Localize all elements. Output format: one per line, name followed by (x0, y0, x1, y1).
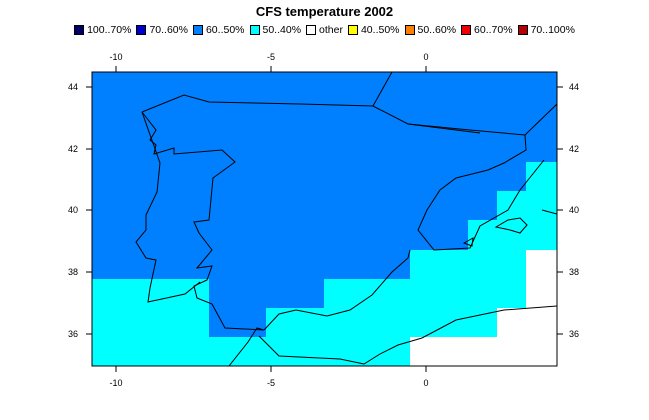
legend-swatch (306, 25, 317, 35)
y-tick-label-right: 38 (569, 267, 579, 277)
legend-item-other: other (306, 24, 343, 36)
y-tick-label-right: 44 (569, 82, 579, 92)
x-tick-label-bottom: 0 (423, 378, 428, 388)
x-tick-label-top: -10 (109, 52, 122, 62)
x-tick-label-top: 0 (423, 52, 428, 62)
legend-label: 70..100% (530, 24, 575, 36)
legend-label: 100..70% (87, 24, 132, 36)
legend-label: other (319, 24, 343, 36)
x-tick-label-top: -5 (267, 52, 275, 62)
y-tick-label-left: 36 (68, 329, 78, 339)
map-title: CFS temperature 2002 (255, 4, 394, 19)
legend-label: 50..60% (417, 24, 457, 36)
x-tick-label-bottom: -10 (109, 378, 122, 388)
legend-swatch (404, 25, 415, 35)
legend: 100..70% 70..60% 60..50% 50..40% other 4… (0, 24, 649, 36)
legend-swatch (461, 25, 472, 35)
legend-item-50-40: 50..40% (249, 24, 302, 36)
legend-item-60-70: 60..70% (461, 24, 513, 36)
y-tick-label-right: 42 (569, 144, 579, 154)
legend-swatch (517, 25, 528, 35)
map-plot-area (92, 72, 557, 366)
legend-item-40-50: 40..50% (347, 24, 400, 36)
y-tick-label-right: 40 (569, 205, 579, 215)
legend-label: 50..40% (262, 24, 302, 36)
legend-swatch (347, 25, 358, 35)
legend-item-70-100: 70..100% (517, 24, 575, 36)
legend-label: 60..70% (474, 24, 513, 36)
legend-item-50-60: 50..60% (404, 24, 457, 36)
coastline (135, 72, 557, 366)
y-tick-label-left: 40 (68, 205, 78, 215)
legend-swatch (74, 25, 85, 35)
legend-swatch (192, 25, 203, 35)
legend-label: 40..50% (360, 24, 400, 36)
category-region-cyan (92, 162, 557, 366)
axis-ticks (86, 66, 563, 372)
legend-label: 70..60% (149, 24, 188, 36)
legend-item-100-70: 100..70% (74, 24, 131, 36)
legend-item-60-50: 60..50% (192, 24, 245, 36)
legend-swatch (249, 25, 260, 35)
legend-label: 60..50% (205, 24, 245, 36)
plot-frame (91, 71, 558, 367)
y-tick-label-right: 36 (569, 329, 579, 339)
legend-item-70-60: 70..60% (136, 24, 188, 36)
y-tick-label-left: 38 (68, 267, 78, 277)
x-tick-label-bottom: -5 (267, 378, 275, 388)
category-region-white (410, 250, 557, 366)
y-tick-label-left: 42 (68, 144, 78, 154)
y-tick-label-left: 44 (68, 82, 78, 92)
legend-swatch (136, 25, 147, 35)
